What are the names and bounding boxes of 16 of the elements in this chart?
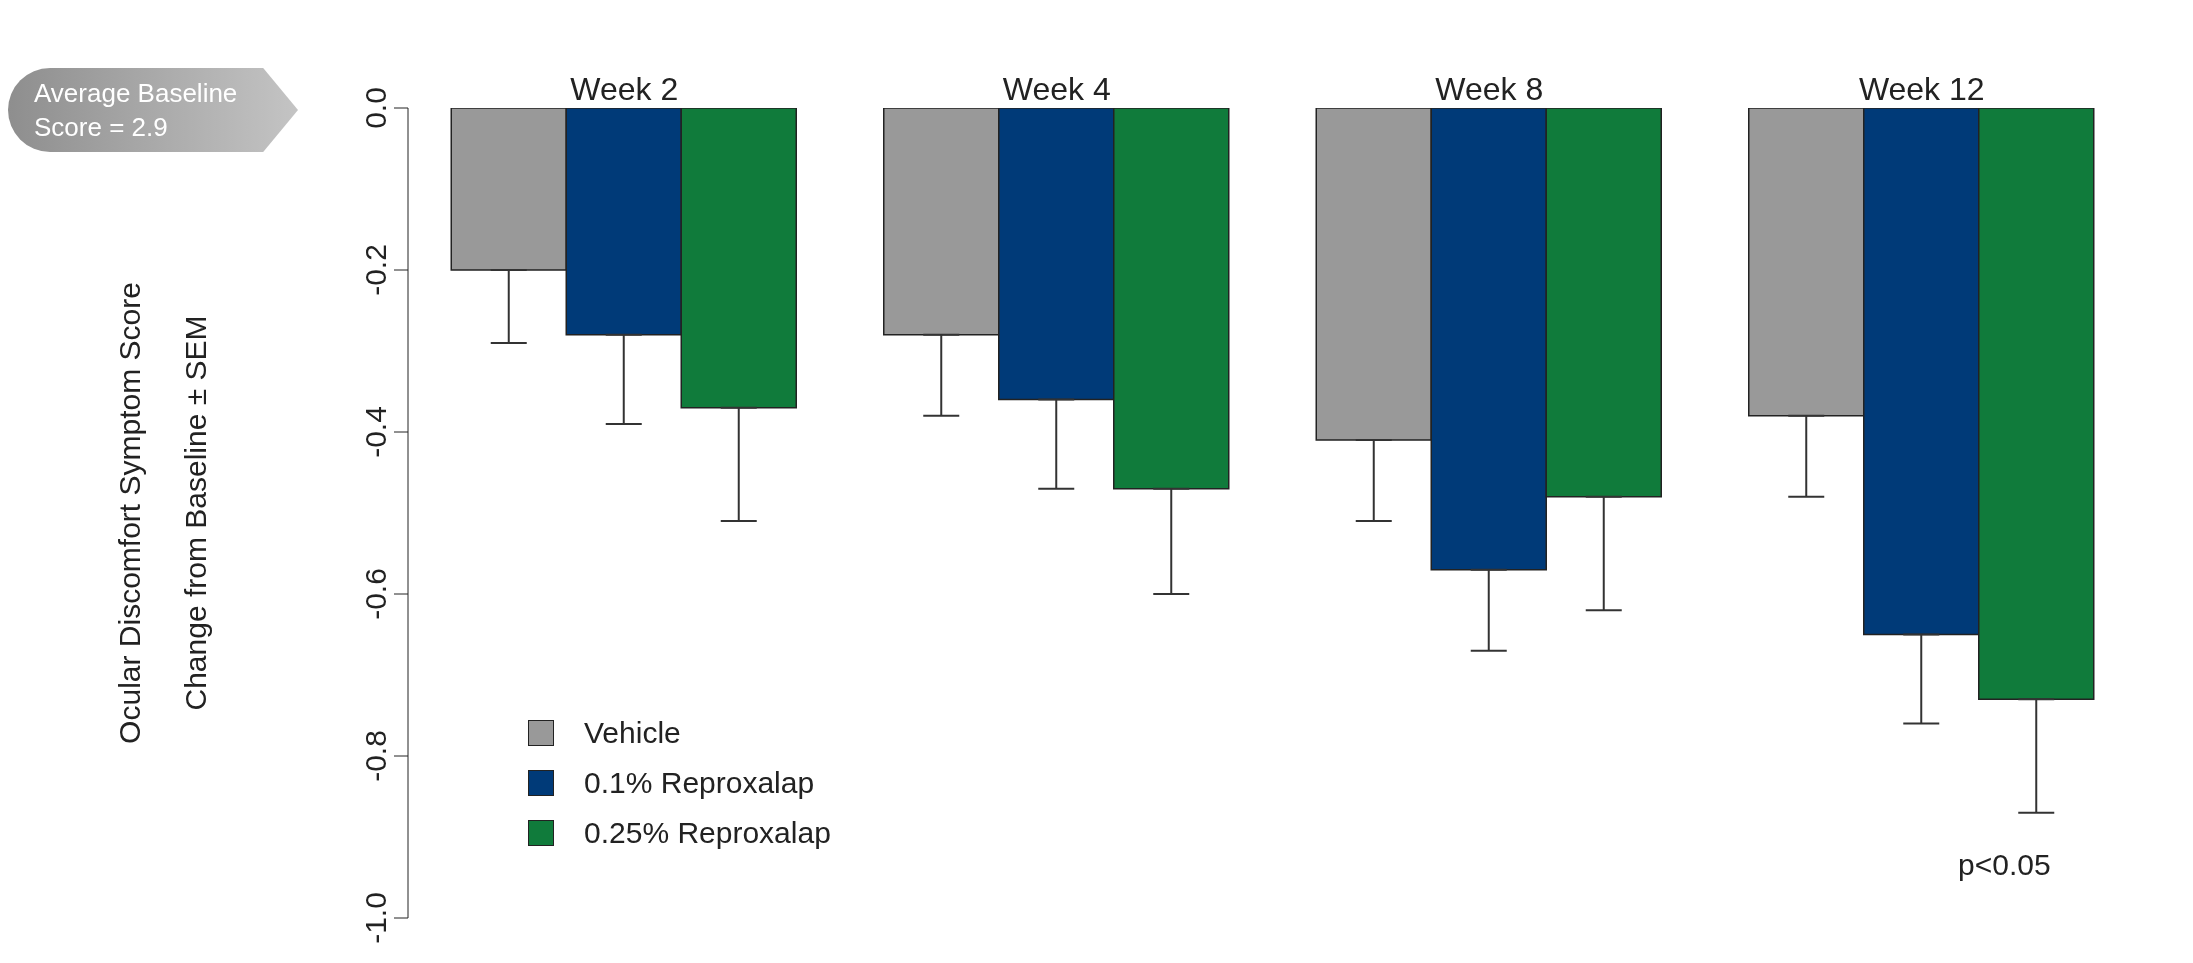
- callout-tag: Average Baseline Score = 2.9: [8, 68, 298, 152]
- y-tick-label: -1.0: [359, 892, 392, 944]
- legend-label: 0.1% Reproxalap: [584, 765, 815, 801]
- x-tick-label: Week 4: [1002, 71, 1111, 107]
- legend-label: 0.25% Reproxalap: [584, 815, 831, 851]
- annotation: p<0.05: [1958, 848, 2051, 882]
- y-tick-label: 0.0: [359, 87, 392, 129]
- y-axis-title: Ocular Discomfort Symptom Score Change from Baseline ± SEM: [113, 282, 212, 744]
- y-tick-label: -0.4: [359, 406, 392, 458]
- y-tick-label: -0.6: [359, 568, 392, 620]
- y-tick-label: -0.8: [359, 730, 392, 782]
- x-tick-label: Week 8: [1435, 71, 1544, 107]
- y-tick-label: -0.2: [359, 244, 392, 296]
- x-tick-label: Week 2: [570, 71, 679, 107]
- x-tick-label: Week 12: [1858, 71, 1985, 107]
- legend-label: Vehicle: [584, 715, 681, 751]
